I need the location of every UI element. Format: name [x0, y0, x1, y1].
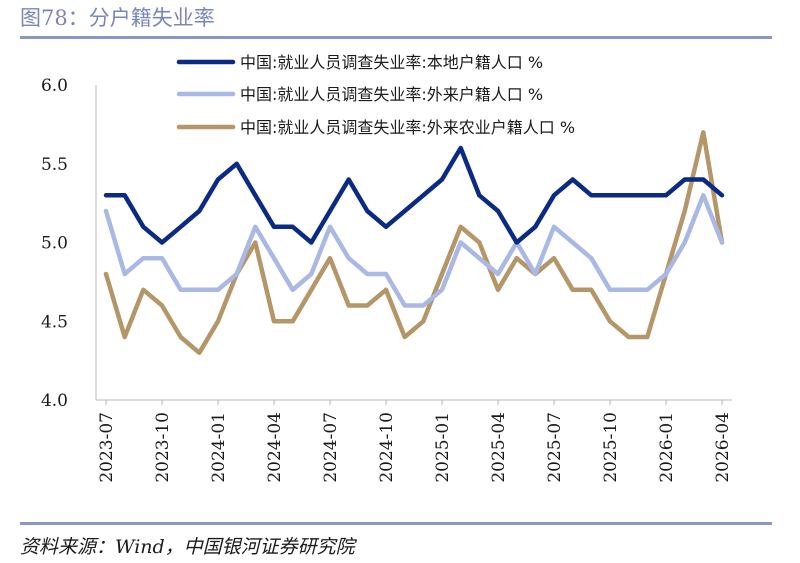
x-tick-label: 2024-07	[321, 412, 341, 483]
x-tick-label: 2026-04	[713, 412, 733, 483]
y-tick-label: 5.5	[41, 155, 68, 175]
series-line-1	[103, 145, 725, 245]
y-tick-label: 6.0	[41, 76, 68, 96]
y-tick-label: 4.0	[41, 391, 68, 411]
y-tick-label: 5.0	[41, 234, 68, 254]
x-tick-label: 2025-04	[489, 412, 509, 483]
top-divider	[20, 36, 772, 39]
x-tick-label: 2024-01	[209, 412, 229, 483]
legend-label-3: 中国:就业人员调查失业率:外来农业户籍人口 %	[240, 118, 575, 137]
x-tick-label: 2023-07	[97, 412, 117, 483]
legend: 中国:就业人员调查失业率:本地户籍人口 % 中国:就业人员调查失业率:外来户籍人口…	[176, 53, 575, 137]
y-tick-labels: 4.0 4.5 5.0 5.5 6.0	[41, 76, 68, 411]
series-lines	[103, 130, 725, 356]
x-tick-label: 2024-10	[377, 412, 397, 483]
source-note: 资料来源：Wind，中国银河证券研究院	[20, 536, 355, 558]
x-tick-labels: 2023-07 2023-10 2024-01 2024-04 2024-07 2024-…	[97, 400, 733, 483]
y-tick-label: 4.5	[41, 312, 68, 332]
series-line-3	[103, 130, 725, 356]
chart-axes	[95, 85, 732, 401]
x-tick-label: 2026-01	[657, 412, 677, 483]
x-tick-label: 2025-07	[545, 412, 565, 483]
x-tick-label: 2023-10	[153, 412, 173, 483]
bottom-divider	[20, 522, 772, 525]
legend-label-1: 中国:就业人员调查失业率:本地户籍人口 %	[240, 53, 543, 72]
x-tick-label: 2024-04	[265, 412, 285, 483]
x-tick-label: 2025-10	[601, 412, 621, 483]
x-tick-label: 2025-01	[433, 412, 453, 483]
figure-title: 图78：分户籍失业率	[20, 6, 215, 30]
series-line-2	[103, 193, 725, 308]
legend-label-2: 中国:就业人员调查失业率:外来户籍人口 %	[240, 85, 543, 104]
